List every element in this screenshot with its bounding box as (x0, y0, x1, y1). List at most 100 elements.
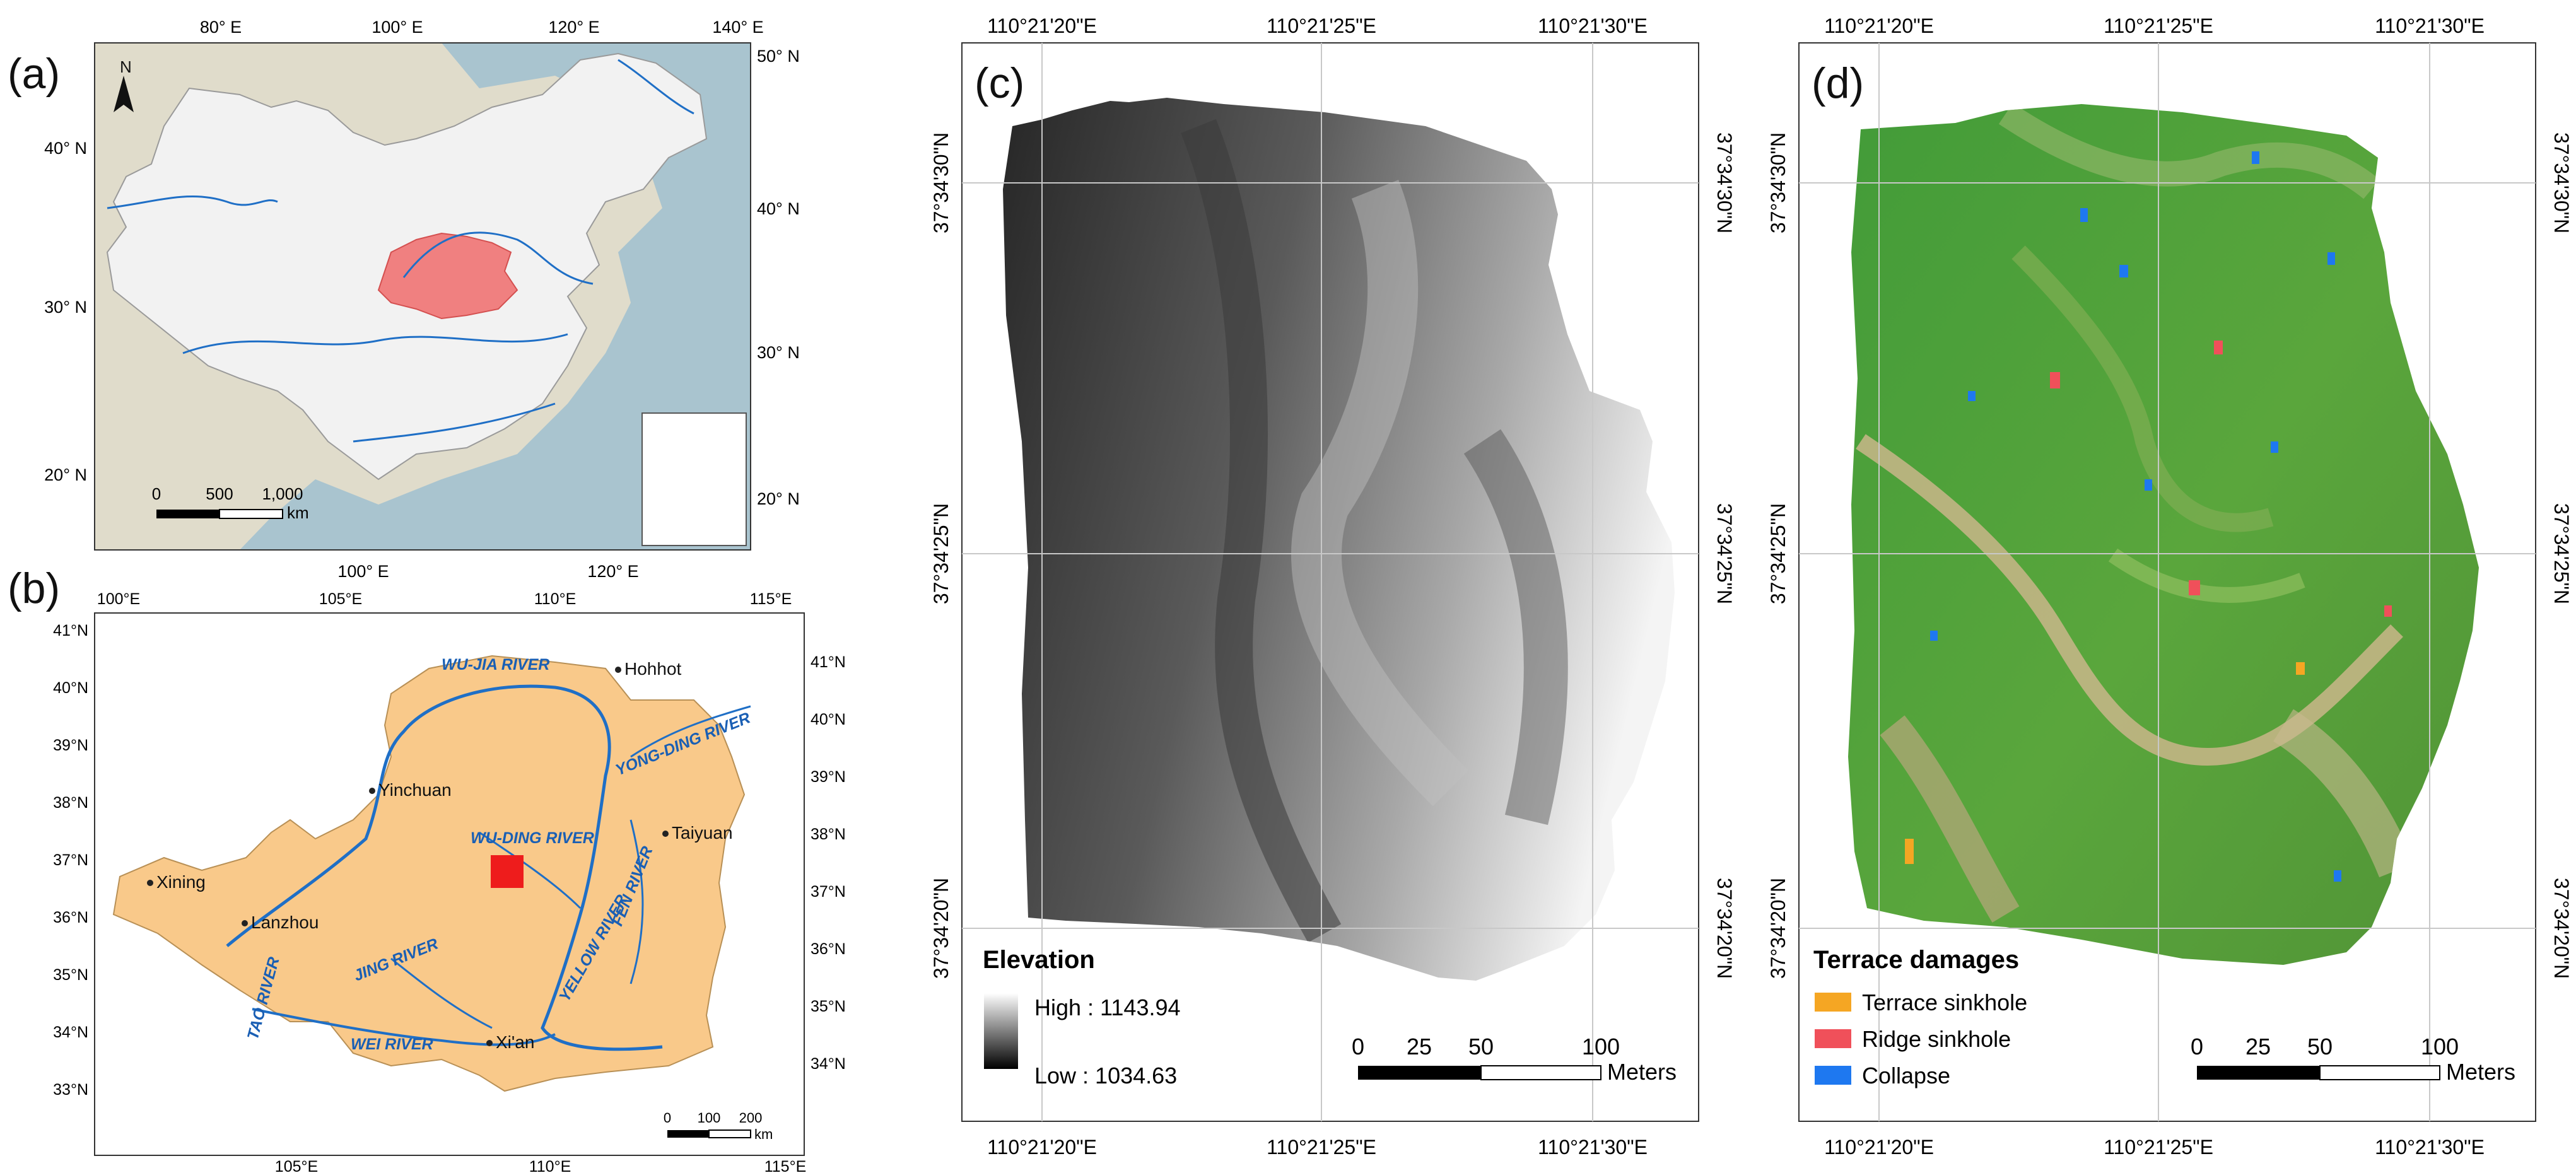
a-top-tick: 120° E (548, 18, 599, 37)
panel-a-frame (94, 42, 751, 551)
a-left-tick: 20° N (44, 465, 87, 484)
a-right-tick: 30° N (757, 343, 800, 362)
d-top-tick: 110°21'20"E (1824, 15, 1934, 37)
river-a-5 (618, 59, 694, 115)
panel-c: (c) 110°21'20"E 110°21'25"E 110°21'30"E 11… (930, 15, 1736, 1158)
fen-river-line (629, 819, 644, 984)
panel-b-scale-bar: 0 100 200 km (664, 1110, 773, 1142)
panel-c-top-ticks: 110°21'20"E 110°21'25"E 110°21'30"E (987, 15, 1648, 37)
city-label: Hohhot (624, 659, 682, 679)
panel-c-right-ticks: 37°34'30"N 37°34'25"N 37°34'20"N (1713, 132, 1736, 979)
river-label: WEI RIVER (351, 1036, 433, 1053)
d-right-tick: 37°34'30"N (2550, 132, 2573, 233)
panel-a-scale-bar: 0 500 1,000 km (152, 484, 309, 522)
a-bottom-tick: 120° E (587, 562, 638, 581)
panel-b: (b) Hohhot Yinchuan Taiyuan Xining Lanzhou Xi… (8, 564, 846, 1173)
c-bottom-tick: 110°21'25"E (1267, 1136, 1376, 1158)
b-left-tick: 35°N (53, 966, 88, 984)
collapse-swatch (1815, 1066, 1851, 1085)
c-bottom-tick: 110°21'20"E (987, 1136, 1097, 1158)
terrace-sinkhole-swatch (1815, 993, 1851, 1012)
panel-c-left-ticks: 37°34'30"N 37°34'25"N 37°34'20"N (930, 132, 952, 979)
river-label: WU-DING RIVER (471, 829, 594, 847)
scale-d-n1: 25 (2245, 1034, 2271, 1059)
north-arrow-icon (114, 76, 134, 112)
panel-b-top-ticks: 100°E 105°E 110°E 115°E (97, 590, 792, 608)
yong-ding-river-line (630, 705, 751, 758)
panel-a-top-ticks: 80° E 100° E 120° E 140° E (200, 18, 764, 37)
a-right-tick: 40° N (757, 199, 800, 218)
wei-river-line (252, 1008, 556, 1046)
d-top-tick: 110°21'30"E (2375, 15, 2485, 37)
panel-b-left-ticks: 41°N 40°N 39°N 38°N 37°N 36°N 35°N 34°N 33°N (53, 622, 88, 1099)
panel-a: (a) N 80° E 100° E 120° E 140° E 100° E 120°… (8, 18, 800, 581)
jing-river-line (390, 957, 493, 1029)
city-label: Xi'an (496, 1032, 534, 1052)
elevation-legend: Elevation High : 1143.94 Low : 1034.63 (983, 946, 1181, 1088)
north-arrow-label: N (120, 57, 132, 76)
b-left-tick: 38°N (53, 794, 88, 812)
panel-d-grid (1799, 43, 2536, 1121)
panel-d-left-ticks: 37°34'30"N 37°34'25"N 37°34'20"N (1767, 132, 1789, 979)
panel-c-grid (962, 43, 1699, 1121)
a-left-tick: 30° N (44, 298, 87, 317)
b-right-tick: 35°N (811, 998, 846, 1015)
city-dot (242, 920, 248, 926)
c-right-tick: 37°34'25"N (1713, 503, 1736, 604)
b-top-tick: 110°E (534, 590, 577, 608)
elevation-high: High : 1143.94 (1034, 995, 1181, 1020)
city-dot (369, 788, 375, 794)
panel-c-label: (c) (975, 59, 1024, 107)
city-label: Xining (156, 872, 206, 892)
panel-c-bottom-ticks: 110°21'20"E 110°21'25"E 110°21'30"E (987, 1136, 1648, 1158)
elevation-legend-title: Elevation (983, 946, 1095, 974)
b-top-tick: 105°E (319, 590, 362, 608)
a-top-tick: 80° E (200, 18, 242, 37)
b-right-tick: 39°N (811, 768, 846, 786)
loess-plateau-highlight (377, 232, 518, 320)
c-right-tick: 37°34'30"N (1713, 132, 1736, 233)
panel-d-right-ticks: 37°34'30"N 37°34'25"N 37°34'20"N (2550, 132, 2573, 979)
b-left-tick: 34°N (53, 1024, 88, 1041)
terrace-damages-legend: Terrace damages Terrace sinkhole Ridge s… (1813, 946, 2027, 1088)
scale-b-n1: 100 (698, 1110, 721, 1126)
panel-b-label: (b) (8, 564, 60, 612)
city-dot (662, 831, 669, 837)
panel-d-scale-bar: 0 25 50 100 Meters (2191, 1034, 2515, 1085)
b-top-tick: 115°E (750, 590, 792, 608)
scale-a-n2: 1,000 (262, 484, 303, 503)
panel-b-cities: Hohhot Yinchuan Taiyuan Xining Lanzhou Xi'an (147, 659, 733, 1052)
river-a-4 (353, 402, 556, 443)
damages-legend-title: Terrace damages (1813, 946, 2019, 974)
panel-d-label: (d) (1812, 59, 1864, 107)
a-bottom-tick: 100° E (337, 562, 389, 581)
scale-c-n0: 0 (1352, 1034, 1364, 1059)
c-top-tick: 110°21'30"E (1538, 15, 1648, 37)
panel-b-right-ticks: 41°N 40°N 39°N 38°N 37°N 36°N 35°N 34°N (811, 653, 846, 1073)
b-right-tick: 41°N (811, 653, 846, 671)
b-left-tick: 37°N (53, 851, 88, 869)
panel-c-scale-bar: 0 25 50 100 Meters (1352, 1034, 1677, 1085)
elevation-low: Low : 1034.63 (1034, 1063, 1177, 1088)
c-left-tick: 37°34'30"N (930, 132, 952, 233)
c-left-tick: 37°34'20"N (930, 878, 952, 979)
legend-ridge-sinkhole: Ridge sinkhole (1862, 1026, 2011, 1052)
city-label: Yinchuan (378, 780, 452, 800)
b-right-tick: 36°N (811, 940, 846, 958)
b-bottom-tick: 110°E (529, 1158, 571, 1173)
d-bottom-tick: 110°21'30"E (2375, 1136, 2485, 1158)
city-dot (486, 1040, 493, 1046)
a-top-tick: 100° E (372, 18, 423, 37)
scale-c-n3: 100 (1582, 1034, 1620, 1059)
elevation-ramp (984, 993, 1018, 1069)
ridge-sinkhole-swatch (1815, 1029, 1851, 1048)
a-right-tick: 50° N (757, 47, 800, 66)
terrace-orthophoto (1848, 104, 2479, 965)
b-left-tick: 41°N (53, 622, 88, 639)
a-left-tick: 40° N (44, 139, 87, 158)
a-top-tick: 140° E (712, 18, 763, 37)
b-right-tick: 38°N (811, 826, 846, 843)
d-top-tick: 110°21'25"E (2104, 15, 2213, 37)
b-bottom-tick: 105°E (275, 1158, 318, 1173)
